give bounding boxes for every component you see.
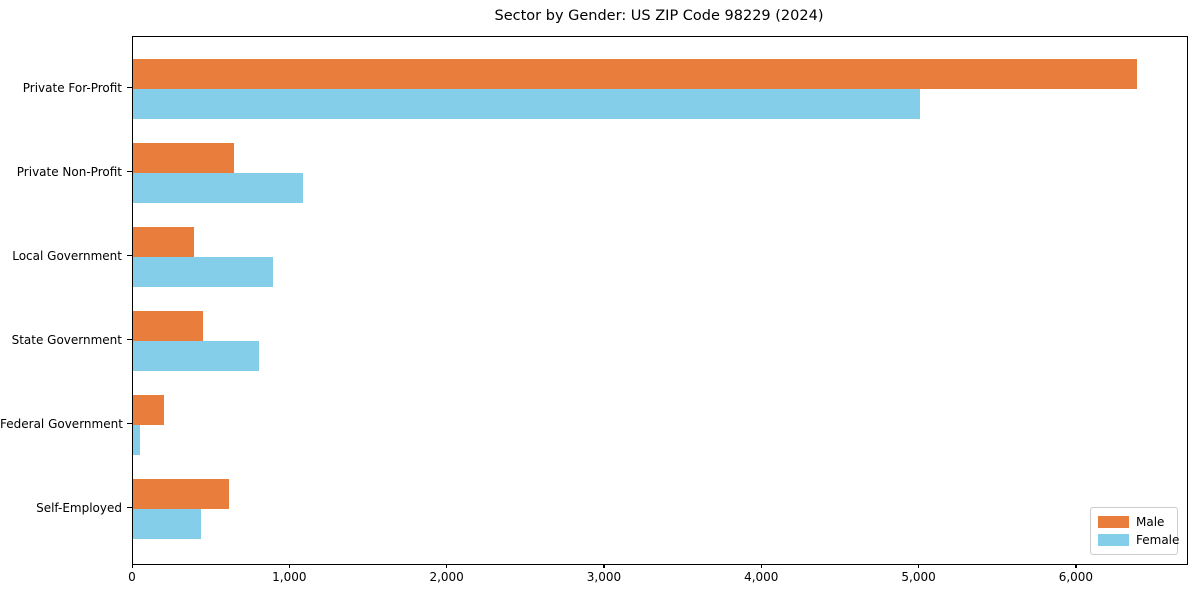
plot-area	[132, 36, 1188, 565]
legend-entry-male: Male	[1098, 513, 1170, 531]
legend-label-female: Female	[1136, 533, 1180, 547]
legend-swatch-male	[1098, 516, 1129, 528]
bar-male-state-government	[133, 311, 203, 341]
y-tick-label-local-government: Local Government	[12, 249, 122, 263]
x-tick-mark-3000	[603, 564, 605, 568]
x-tick-label-1000: 1,000	[272, 570, 307, 584]
legend: Male Female	[1090, 507, 1179, 555]
x-tick-mark-5000	[918, 564, 920, 568]
y-tick-mark-self-employed	[127, 507, 132, 509]
x-tick-mark-6000	[1075, 564, 1077, 568]
x-tick-mark-4000	[760, 564, 762, 568]
legend-swatch-female	[1098, 534, 1129, 546]
y-tick-label-private-for-profit: Private For-Profit	[22, 81, 122, 95]
bar-female-federal-government	[133, 425, 140, 455]
legend-label-male: Male	[1136, 515, 1165, 529]
x-tick-label-0: 0	[128, 570, 136, 584]
chart-title: Sector by Gender: US ZIP Code 98229 (202…	[494, 8, 824, 24]
y-tick-mark-private-for-profit	[127, 87, 132, 89]
bar-male-private-for-profit	[133, 59, 1137, 89]
bar-male-local-government	[133, 227, 194, 257]
y-tick-mark-local-government	[127, 255, 132, 257]
x-tick-label-4000: 4,000	[744, 570, 779, 584]
y-tick-label-private-non-profit: Private Non-Profit	[16, 165, 122, 179]
bar-female-self-employed	[133, 509, 201, 539]
bar-male-self-employed	[133, 479, 229, 509]
x-tick-mark-2000	[446, 564, 448, 568]
bar-female-state-government	[133, 341, 259, 371]
bar-female-private-non-profit	[133, 173, 303, 203]
y-tick-mark-federal-government	[127, 423, 132, 425]
bar-male-federal-government	[133, 395, 164, 425]
y-tick-label-state-government: State Government	[11, 333, 122, 347]
bar-male-private-non-profit	[133, 143, 234, 173]
x-tick-label-2000: 2,000	[429, 570, 464, 584]
bar-female-private-for-profit	[133, 89, 920, 119]
y-tick-label-federal-government: Federal Government	[0, 417, 123, 431]
legend-entry-female: Female	[1098, 531, 1179, 549]
x-tick-mark-0	[131, 564, 133, 568]
y-tick-mark-private-non-profit	[127, 171, 132, 173]
x-tick-mark-1000	[288, 564, 290, 568]
x-tick-label-3000: 3,000	[586, 570, 622, 584]
y-tick-mark-state-government	[127, 339, 132, 341]
x-tick-label-5000: 5,000	[901, 570, 936, 584]
bar-female-local-government	[133, 257, 273, 287]
x-tick-label-6000: 6,000	[1058, 570, 1094, 584]
y-tick-label-self-employed: Self-Employed	[36, 501, 122, 515]
